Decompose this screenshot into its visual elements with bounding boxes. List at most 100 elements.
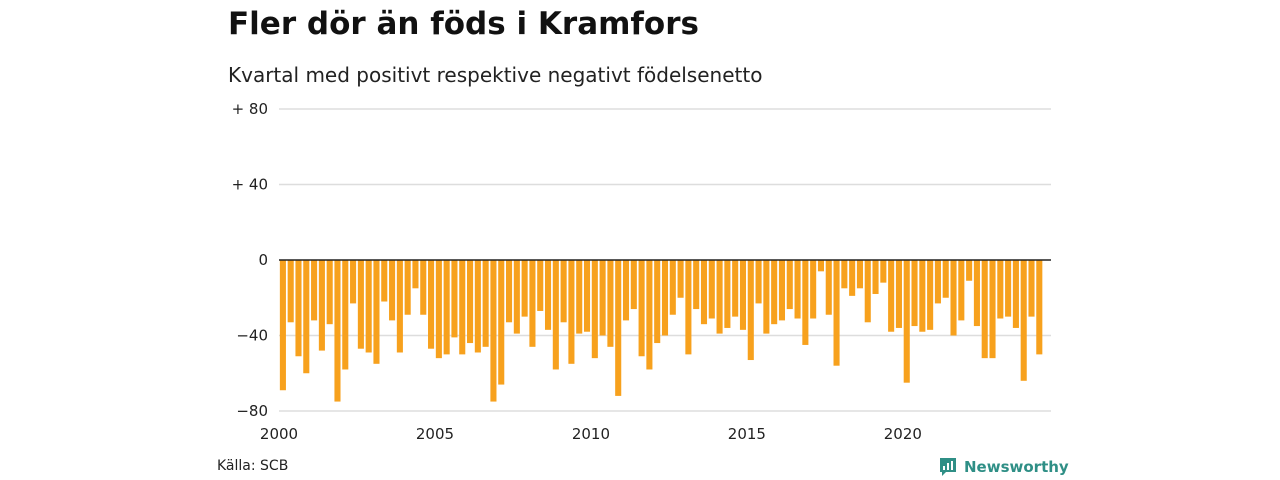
bar: [927, 260, 934, 330]
bar: [810, 260, 817, 319]
y-tick-label: + 40: [232, 176, 268, 194]
bar: [747, 260, 754, 361]
bar: [451, 260, 458, 338]
bar: [381, 260, 388, 302]
bar: [389, 260, 396, 321]
bar: [849, 260, 856, 296]
bar: [661, 260, 669, 336]
bar: [895, 260, 902, 328]
bar: [420, 260, 427, 315]
bar: [350, 260, 357, 304]
bar: [342, 260, 349, 370]
bar: [412, 260, 419, 289]
bar: [630, 260, 637, 310]
bar: [482, 260, 489, 347]
bar: [318, 260, 325, 351]
bar: [576, 260, 583, 334]
bar: [1005, 260, 1012, 317]
bar: [950, 260, 957, 336]
bar: [373, 260, 380, 364]
x-axis-tick-labels: 2000 2005 2010 2015 2020: [260, 425, 922, 443]
bars: [279, 260, 1043, 402]
bar: [841, 260, 848, 289]
bar: [872, 260, 879, 294]
bar: [700, 260, 708, 325]
bar: [607, 260, 614, 347]
chart-subtitle: Kvartal med positivt respektive negativt…: [228, 63, 763, 87]
bar: [825, 260, 832, 315]
bar: [560, 260, 567, 323]
bar: [365, 260, 372, 353]
bar: [755, 260, 762, 304]
bar: [880, 260, 887, 283]
y-tick-label: −40: [236, 327, 268, 345]
y-axis-tick-labels: + 80 + 40 0 −40 −80: [232, 100, 268, 420]
bar: [888, 260, 895, 332]
bar: [459, 260, 466, 355]
x-tick-label: 2015: [728, 425, 766, 443]
x-tick-label: 2000: [260, 425, 298, 443]
bar: [654, 260, 661, 344]
bar: [802, 260, 809, 345]
bar: [771, 260, 778, 325]
bar: [552, 260, 559, 370]
bar: [544, 260, 552, 330]
bar: [966, 260, 973, 281]
bar: [311, 260, 318, 321]
bar: [303, 260, 310, 374]
bar: [724, 260, 731, 328]
bar: [490, 260, 497, 402]
bar: [506, 260, 513, 323]
bar: [732, 260, 739, 317]
bar: [474, 260, 481, 353]
bar: [716, 260, 723, 334]
bar: [568, 260, 575, 364]
bar: [934, 260, 941, 304]
bar: [435, 260, 442, 359]
bar: [669, 260, 676, 315]
bar: [786, 260, 793, 310]
bar: [1020, 260, 1027, 381]
y-tick-label: 0: [258, 251, 268, 269]
bar: [817, 260, 824, 272]
bar: [1036, 260, 1043, 355]
bar: [279, 260, 286, 391]
bar: [973, 260, 980, 327]
bar: [903, 260, 910, 383]
bar: [856, 260, 863, 289]
bar: [646, 260, 653, 370]
bar: [443, 260, 450, 355]
bar: [599, 260, 606, 336]
bar: [997, 260, 1004, 319]
bar: [583, 260, 591, 332]
bar: [467, 260, 474, 344]
bar: [334, 260, 341, 402]
bar: [989, 260, 996, 359]
bar: [677, 260, 684, 298]
bar: [693, 260, 700, 310]
bar: [911, 260, 918, 327]
bar: [513, 260, 520, 334]
bar: [521, 260, 528, 317]
bar: [287, 260, 294, 323]
bar: [833, 260, 840, 366]
bar: [295, 260, 302, 357]
bar: [591, 260, 598, 359]
source-label: Källa: SCB: [217, 458, 289, 474]
bar: [708, 260, 715, 319]
bar: [357, 260, 364, 349]
bar: [537, 260, 544, 311]
bar: [958, 260, 965, 321]
bar: [919, 260, 926, 332]
bar: [428, 260, 435, 349]
bar: [864, 260, 871, 323]
bar: [778, 260, 786, 321]
chart-title: Fler dör än föds i Kramfors: [228, 6, 699, 42]
y-tick-label: + 80: [232, 100, 268, 118]
bar: [981, 260, 988, 359]
bar: [739, 260, 747, 330]
newsworthy-logo: Newsworthy: [938, 457, 1069, 477]
bar: [1012, 260, 1019, 328]
bar: [763, 260, 770, 334]
bar: [1028, 260, 1035, 317]
